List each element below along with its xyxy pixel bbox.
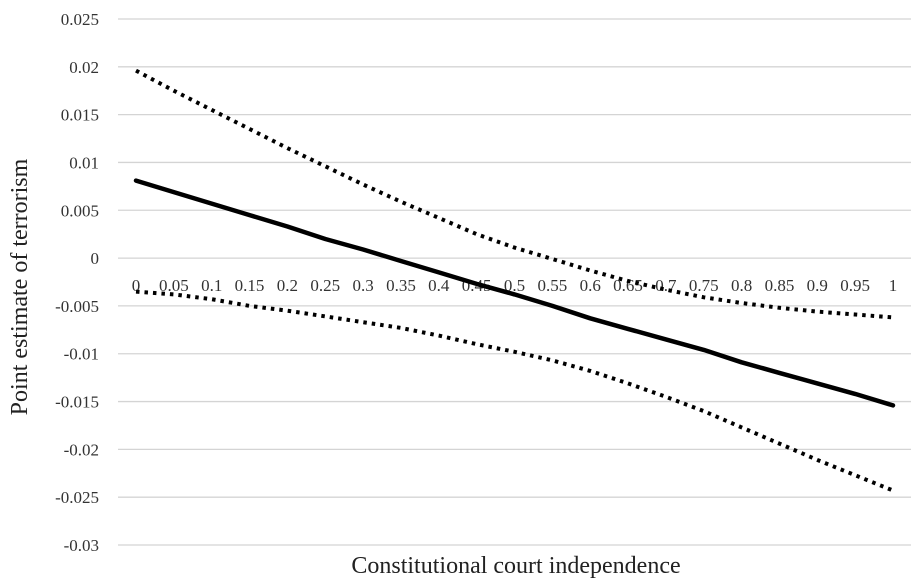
y-tick-label: -0.02: [64, 440, 99, 459]
x-tick-label: 0.25: [310, 276, 340, 295]
x-tick-label: 0.7: [655, 276, 677, 295]
x-tick-label: 0.85: [765, 276, 795, 295]
y-tick-label: -0.025: [55, 488, 99, 507]
lower-bound-line: [135, 289, 894, 493]
x-tick-label: 0.95: [840, 276, 870, 295]
y-tick-label: -0.005: [55, 297, 99, 316]
x-tick-label: 0.15: [235, 276, 265, 295]
y-tick-label: 0.025: [61, 10, 99, 29]
y-tick-labels: 0.025 0.02 0.015 0.01 0.005 0 -0.005 -0.01 -0.01…: [55, 10, 99, 555]
x-axis-title: Constitutional court independence: [351, 553, 680, 579]
x-tick-label: 0.05: [159, 276, 189, 295]
x-tick-label: 0.4: [428, 276, 450, 295]
x-tick-label: 0.9: [807, 276, 828, 295]
x-tick-label: 0.2: [277, 276, 298, 295]
x-tick-label: 0: [132, 276, 141, 295]
y-tick-label: 0.01: [69, 153, 99, 172]
y-tick-label: 0.015: [61, 106, 99, 125]
y-axis-title: Point estimate of terrorism: [7, 158, 33, 415]
x-tick-labels: 0 0.05 0.1 0.15 0.2 0.25 0.3 0.35 0.4 0.45 0.5 0.55…: [132, 276, 898, 295]
y-tick-label: 0: [91, 249, 100, 268]
y-tick-label: 0.02: [69, 58, 99, 77]
y-tick-label: -0.01: [64, 345, 99, 364]
gridlines: [118, 18, 911, 546]
y-tick-label: -0.03: [64, 536, 99, 555]
y-tick-label: -0.015: [55, 393, 99, 412]
x-tick-label: 0.35: [386, 276, 416, 295]
x-tick-label: 0.5: [504, 276, 525, 295]
x-tick-label: 0.3: [352, 276, 373, 295]
upper-bound-line: [135, 68, 894, 320]
x-tick-label: 0.55: [537, 276, 567, 295]
x-tick-label: 0.75: [689, 276, 719, 295]
x-tick-label: 1: [889, 276, 898, 295]
y-tick-label: 0.005: [61, 201, 99, 220]
x-tick-label: 0.1: [201, 276, 222, 295]
x-tick-label: 0.6: [580, 276, 601, 295]
x-tick-label: 0.8: [731, 276, 752, 295]
series-lines: [133, 68, 896, 493]
point-estimate-line: [133, 178, 896, 408]
